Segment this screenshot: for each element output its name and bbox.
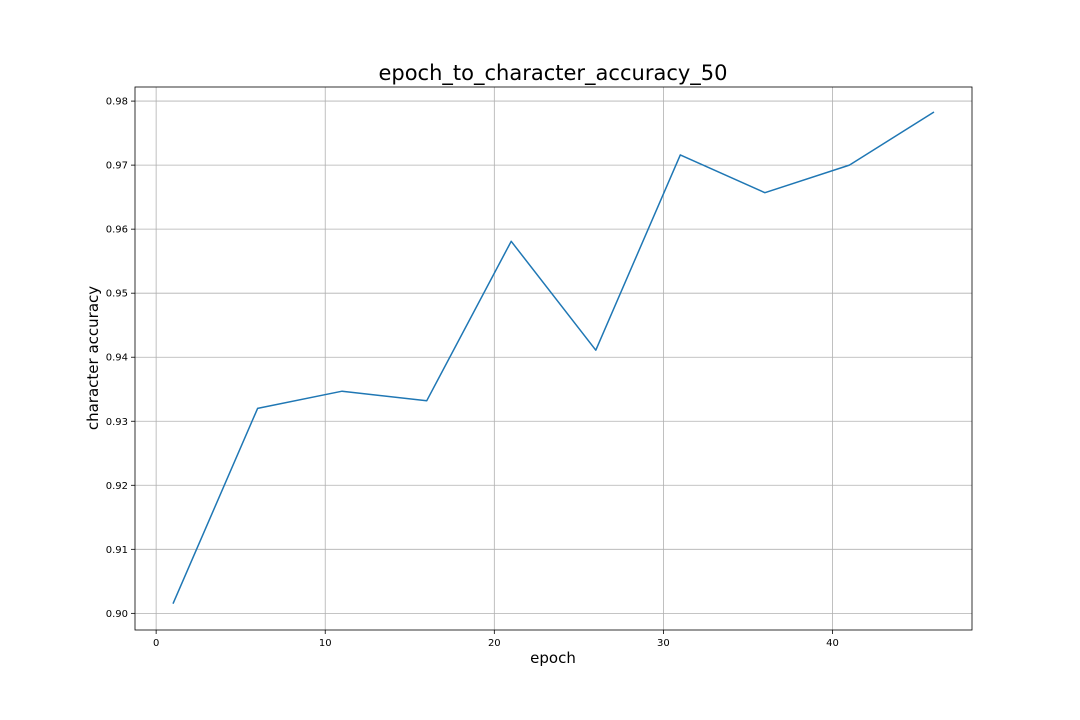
x-tick-label: 20 xyxy=(488,638,501,649)
x-tick-label: 0 xyxy=(153,638,159,649)
y-tick-label: 0.91 xyxy=(106,545,128,556)
y-tick-label: 0.98 xyxy=(106,97,128,108)
series-line xyxy=(172,111,935,604)
plot-area xyxy=(172,111,935,604)
x-axis-label: epoch xyxy=(530,649,576,667)
y-tick-label: 0.92 xyxy=(106,481,128,492)
y-axis-label: character accuracy xyxy=(84,286,102,430)
x-tick-label: 30 xyxy=(657,638,670,649)
y-tick-label: 0.95 xyxy=(106,289,128,300)
x-tick-label: 40 xyxy=(826,638,839,649)
grid xyxy=(135,87,972,630)
y-tick-label: 0.96 xyxy=(106,225,128,236)
y-tick-label: 0.97 xyxy=(106,161,128,172)
x-tick-label: 10 xyxy=(319,638,332,649)
y-tick-label: 0.94 xyxy=(106,353,128,364)
chart-title: epoch_to_character_accuracy_50 xyxy=(378,61,727,86)
x-axis-ticks: 0 10 20 30 40 xyxy=(153,630,839,649)
y-tick-label: 0.90 xyxy=(106,609,128,620)
axes-frame xyxy=(134,86,973,631)
y-axis-ticks: 0.90 0.91 0.92 0.93 0.94 0.95 0.96 0.97 0.98 xyxy=(106,97,135,620)
y-tick-label: 0.93 xyxy=(106,417,128,428)
